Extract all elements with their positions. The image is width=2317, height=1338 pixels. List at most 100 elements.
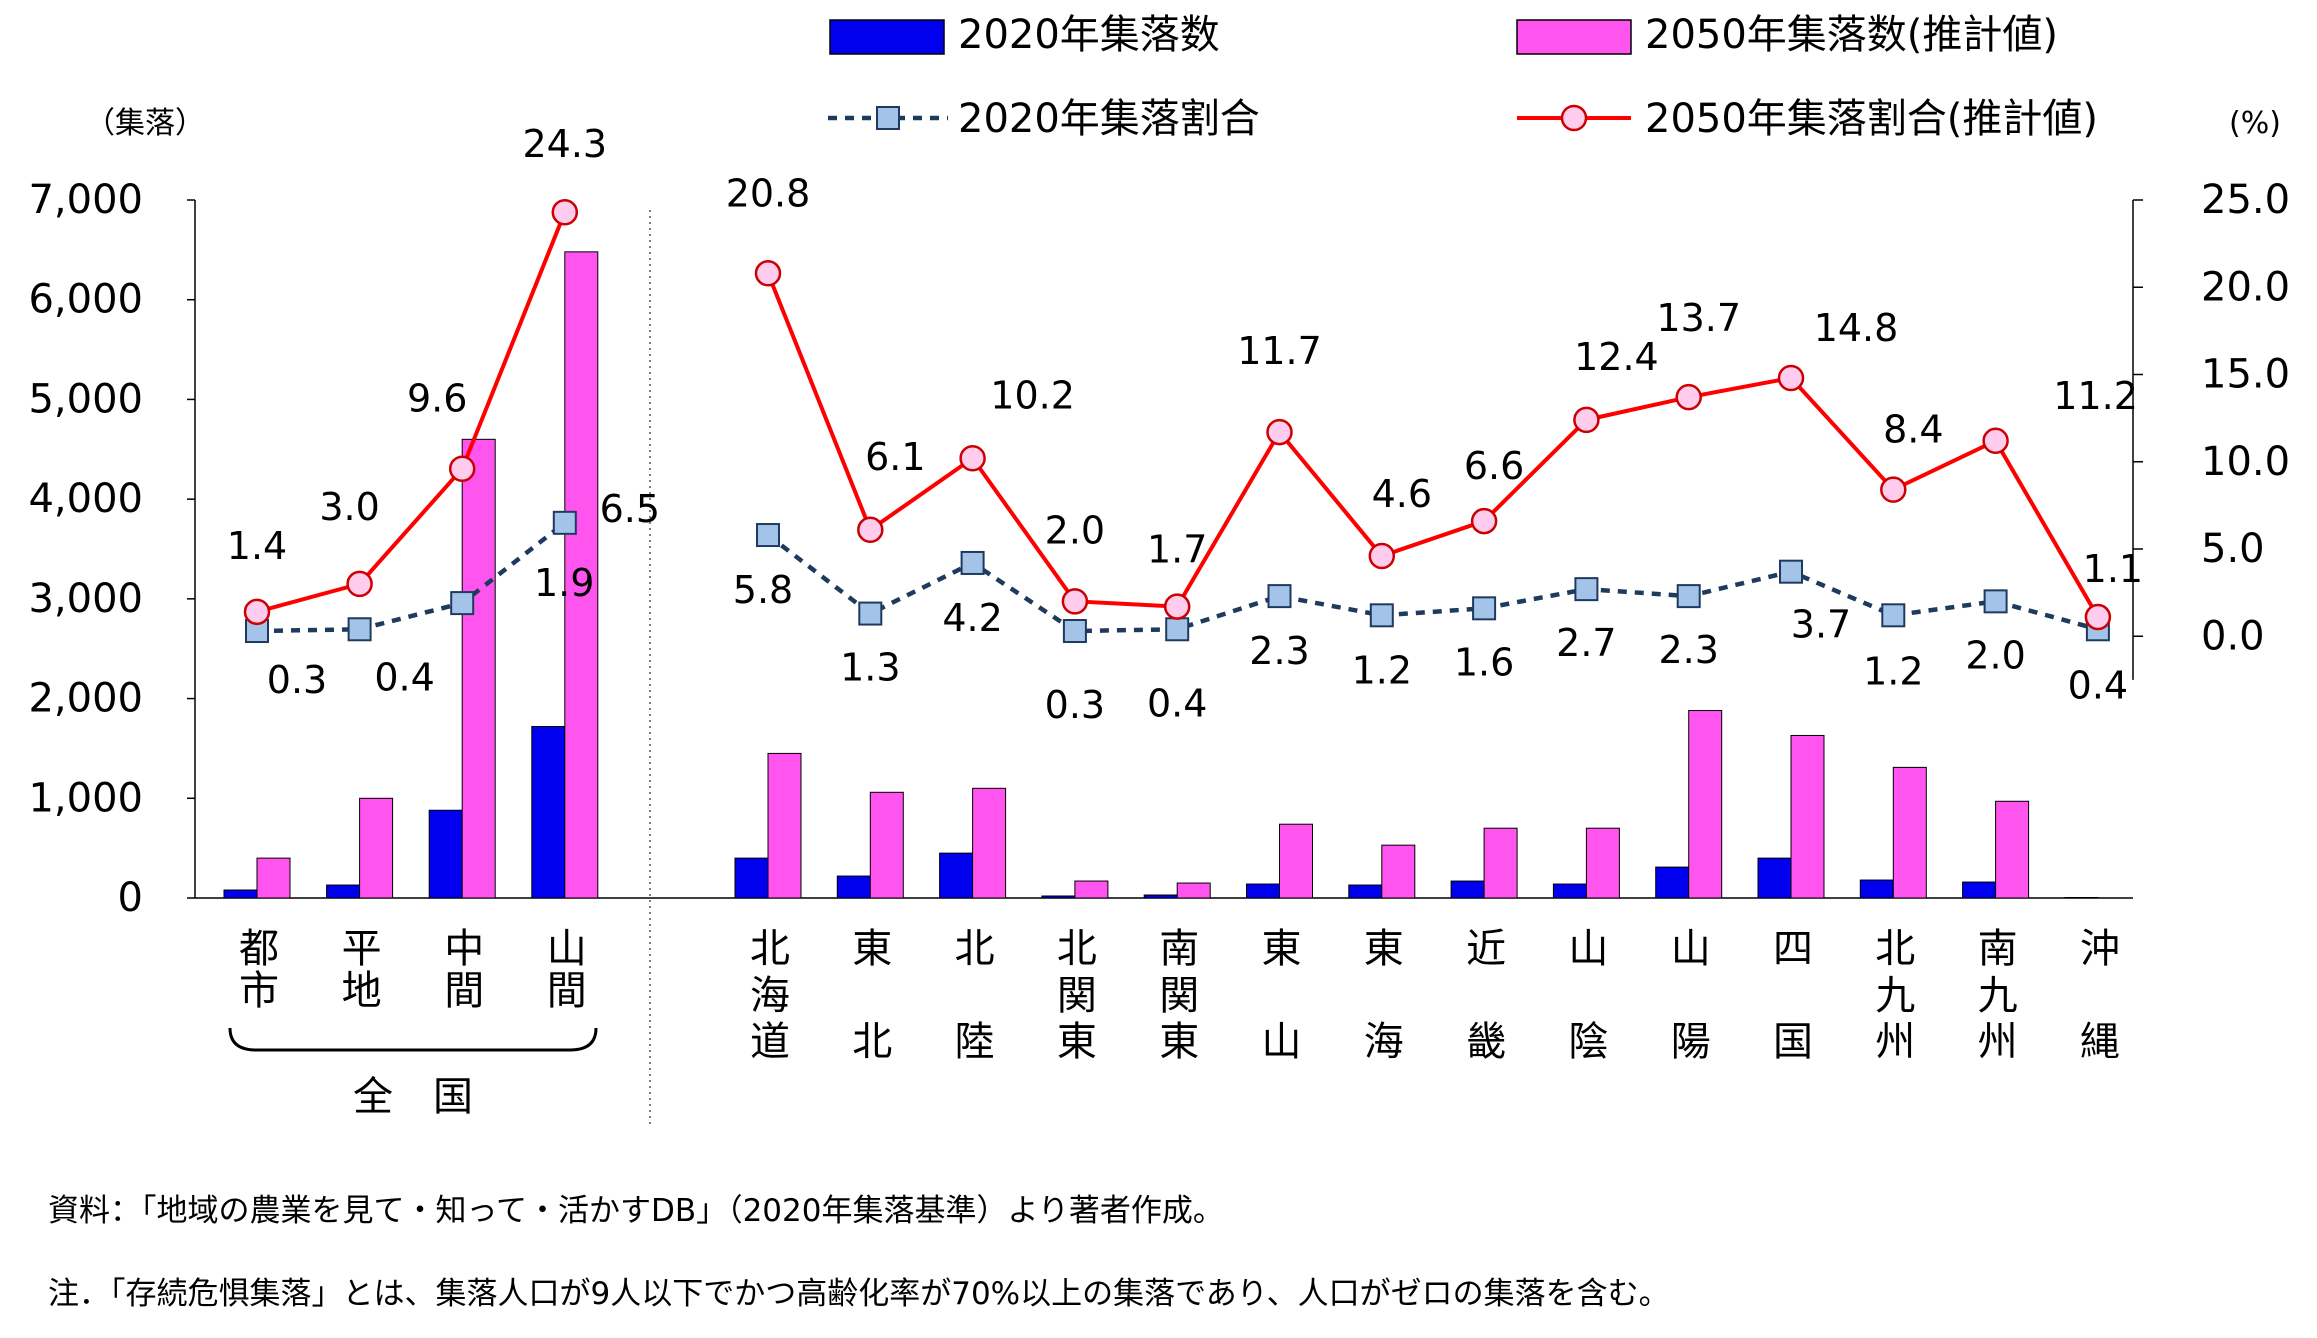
x-category-label: 陽 xyxy=(1671,1019,1711,1065)
marker-2050-share xyxy=(1061,588,1089,615)
legend-label-2020-share: 2020年集落割合 xyxy=(958,96,1260,142)
marker-2020-share xyxy=(756,523,780,548)
bar-2050-count xyxy=(256,857,291,899)
data-label-2020-share: 2.7 xyxy=(1556,621,1616,665)
marker-2050-share xyxy=(1163,593,1191,620)
x-category-label: 北 xyxy=(750,926,790,972)
footnote: 注．「存続危惧集落」とは、集落人口が9人以下でかつ高齢化率が70%以上の集落であ… xyxy=(48,1276,1670,1312)
series-line-2050-share xyxy=(256,211,567,614)
bar-2050-count xyxy=(1892,766,1927,899)
data-label-2020-share: 2.0 xyxy=(1965,633,2025,677)
data-label-2020-share: 0.4 xyxy=(374,655,434,699)
y-right-unit: (%) xyxy=(2229,106,2281,141)
x-category-label: 間 xyxy=(444,968,484,1014)
x-category-label: 中 xyxy=(444,926,484,972)
bar-2020-count xyxy=(734,857,769,899)
x-category-label: 州 xyxy=(1978,1019,2018,1065)
y-left-tick-label: 7,000 xyxy=(28,177,143,223)
bar-2050-count xyxy=(1279,823,1313,899)
x-category-label: 九 xyxy=(1875,973,1915,1019)
x-category-label: 南 xyxy=(1159,926,1199,972)
data-label-2050-share: 4.6 xyxy=(1372,472,1432,516)
marker-2020-share xyxy=(858,601,883,626)
y-left-tick-label: 2,000 xyxy=(28,676,143,722)
data-label-2020-share: 1.2 xyxy=(1352,648,1412,692)
marker-2020-share xyxy=(1676,584,1701,609)
legend-swatch-2050-count xyxy=(1516,19,1632,55)
x-category-label: 海 xyxy=(750,973,790,1019)
bar-2050-count xyxy=(869,791,904,899)
marker-2020-share xyxy=(1983,589,2008,614)
data-label-2050-share: 10.2 xyxy=(990,373,1075,417)
data-label-2050-share: 1.7 xyxy=(1147,528,1207,572)
y-left-tick-label: 4,000 xyxy=(28,476,143,522)
data-label-2020-share: 0.4 xyxy=(2068,663,2128,707)
data-label-2050-share: 11.7 xyxy=(1237,329,1322,373)
bar-2050-count xyxy=(972,787,1007,899)
data-label-2020-share: 1.9 xyxy=(534,561,594,605)
y-left-tick-label: 6,000 xyxy=(28,277,143,323)
marker-2050-share xyxy=(1880,476,1907,503)
marker-2020-share xyxy=(960,550,985,575)
marker-2050-share xyxy=(1982,427,2009,455)
marker-2050-share xyxy=(1470,507,1498,535)
bar-2050-count xyxy=(1790,734,1825,899)
data-label-2020-share: 3.7 xyxy=(1791,603,1851,647)
y-right-tick-label: 0.0 xyxy=(2201,613,2265,659)
bar-2020-count xyxy=(428,809,463,899)
bar-2050-count xyxy=(767,752,802,899)
data-label-2020-share: 5.8 xyxy=(733,568,793,612)
x-category-label: 間 xyxy=(547,968,587,1014)
bar-2050-count xyxy=(1585,827,1620,899)
bar-2020-count xyxy=(223,889,258,899)
bar-2050-count xyxy=(1483,827,1518,899)
marker-2020-share xyxy=(1779,559,1803,584)
marker-2050-share xyxy=(448,455,476,482)
y-left-tick-label: 1,000 xyxy=(28,775,143,821)
group-label: 全 国 xyxy=(353,1074,473,1120)
bar-2020-count xyxy=(1552,883,1587,899)
y-left-tick-label: 5,000 xyxy=(28,376,143,422)
x-category-label: 国 xyxy=(1773,1019,1813,1065)
data-label-2050-share: 20.8 xyxy=(726,171,811,215)
marker-2050-share xyxy=(1777,364,1805,392)
y-right-tick-label: 20.0 xyxy=(2201,264,2290,310)
bar-2020-count xyxy=(1655,866,1690,899)
x-category-label: 陸 xyxy=(955,1019,995,1065)
bar-2050-count xyxy=(461,438,496,899)
x-category-label: 東 xyxy=(1159,1019,1199,1065)
bar-2020-count xyxy=(326,884,361,899)
y-right-tick-label: 5.0 xyxy=(2201,526,2265,572)
x-category-label: 海 xyxy=(1364,1019,1404,1065)
x-category-label: 道 xyxy=(750,1019,790,1065)
x-category-label: 東 xyxy=(852,926,892,972)
y-left-tick-label: 0 xyxy=(118,875,143,921)
data-label-2050-share: 6.1 xyxy=(865,435,925,479)
x-category-label: 関 xyxy=(1057,973,1097,1019)
x-category-label: 北 xyxy=(1057,926,1097,972)
x-category-label: 東 xyxy=(1057,1019,1097,1065)
bar-2020-count xyxy=(1041,895,1076,899)
legend-label-2050-share: 2050年集落割合(推計値) xyxy=(1645,96,2098,142)
data-label-2050-share: 1.1 xyxy=(2083,547,2143,591)
bar-2020-count xyxy=(939,852,974,899)
series-line-2050-share xyxy=(766,272,2100,619)
marker-2020-share xyxy=(1267,584,1292,609)
marker-2050-share xyxy=(857,516,884,544)
marker-2050-share xyxy=(1266,418,1293,446)
x-category-label: 山 xyxy=(1262,1019,1302,1065)
data-label-2050-share: 12.4 xyxy=(1574,335,1659,379)
legend-marker-2050-share xyxy=(1560,104,1588,132)
bar-2050-count xyxy=(1176,882,1211,899)
bar-2050-count xyxy=(1074,880,1109,899)
marker-2050-share xyxy=(243,598,271,626)
source-note: 資料：「地域の農業を見て・知って・活かすDB」（2020年集落基準）より著者作成… xyxy=(48,1193,1224,1229)
y-left-unit: （集落） xyxy=(85,106,205,141)
legend-marker-2020-share xyxy=(876,106,900,130)
data-label-2050-share: 1.4 xyxy=(227,524,287,568)
y-right-tick-label: 25.0 xyxy=(2201,177,2290,223)
data-label-2050-share: 6.6 xyxy=(1464,444,1524,488)
data-label-2020-share: 2.3 xyxy=(1249,629,1309,673)
series-line-2020-share xyxy=(766,533,2099,634)
legend-label-2050-count: 2050年集落数(推計値) xyxy=(1645,12,2058,58)
